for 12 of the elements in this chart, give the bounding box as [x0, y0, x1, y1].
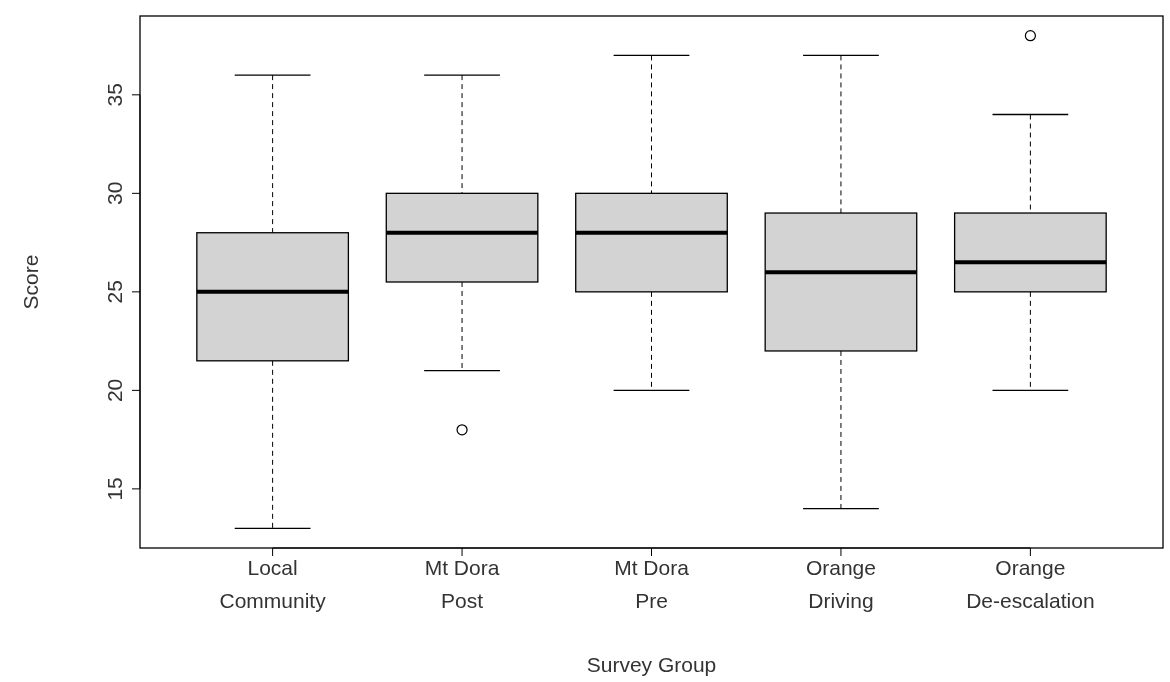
y-tick-label: 15: [103, 477, 126, 501]
y-axis-title: Score: [19, 254, 42, 310]
y-tick-label: 30: [103, 181, 126, 206]
x-axis-title: Survey Group: [586, 653, 717, 676]
x-tick-label: Mt Dora Pre: [614, 556, 690, 612]
y-tick-label: 35: [103, 83, 126, 107]
x-tick-label: Orange De-escalation: [966, 556, 1095, 612]
x-tick-label: Orange Driving: [805, 556, 876, 612]
x-tick-label: Mt Dora Post: [424, 556, 500, 612]
x-tick-label: Local Community: [219, 556, 327, 612]
y-tick-label: 25: [103, 280, 126, 304]
y-tick-label: 20: [103, 378, 126, 403]
